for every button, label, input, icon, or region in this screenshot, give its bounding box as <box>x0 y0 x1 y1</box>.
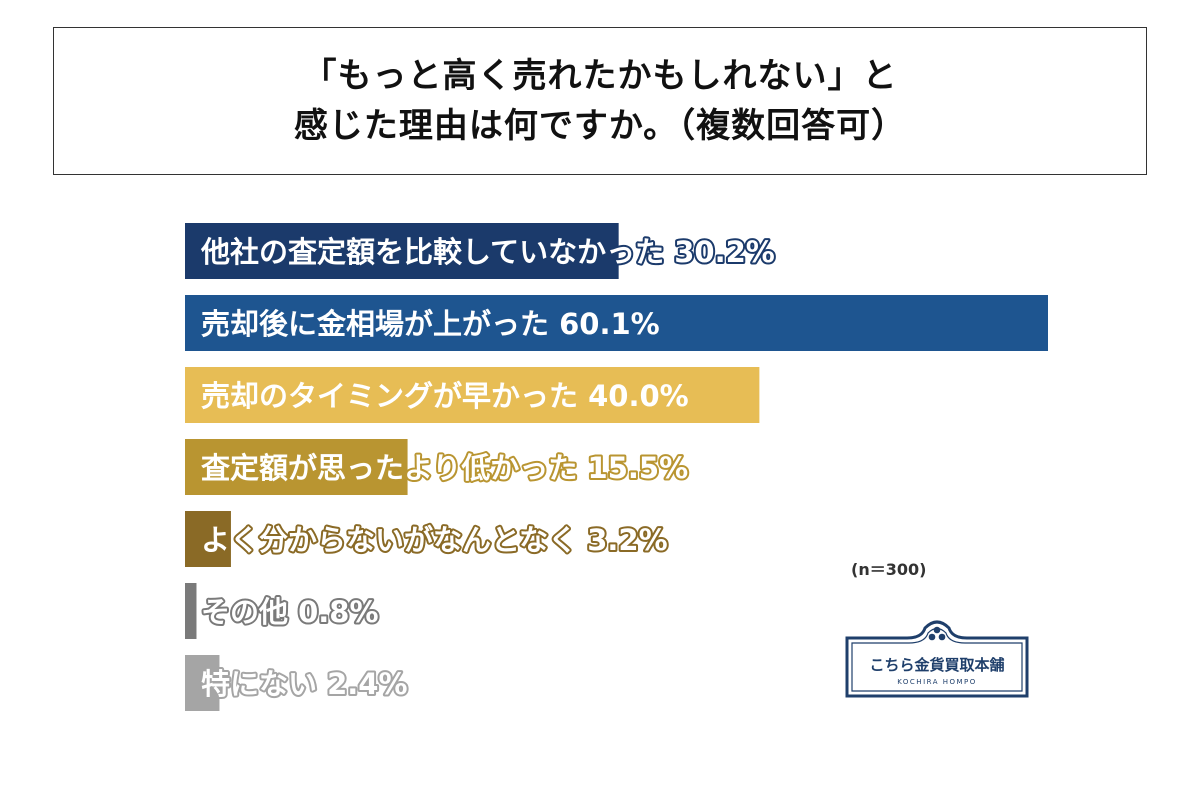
chart-title-line-2: 感じた理由は何ですか。（複数回答可） <box>293 106 907 146</box>
bar-label-4: 査定額が思ったより低かった 15.5% <box>201 451 688 485</box>
bar-4 <box>185 439 408 495</box>
bar-2 <box>185 295 1048 351</box>
sample-size-note: (n＝300) <box>851 560 927 579</box>
logo-coin-top-icon <box>933 626 941 634</box>
bar-5 <box>185 511 231 567</box>
bar-1 <box>185 223 619 279</box>
bar-label-1: 他社の査定額を比較していなかった 30.2% <box>200 235 775 269</box>
bar-7 <box>185 655 220 711</box>
bar-label-3: 売却のタイミングが早かった 40.0% <box>201 379 689 413</box>
bar-3 <box>185 367 760 423</box>
logo-name: こちら金貨買取本舗 <box>869 656 1004 674</box>
bar-label-2: 売却後に金相場が上がった 60.1% <box>201 307 660 341</box>
chart-title-box: 「もっと高く売れたかもしれない」と 感じた理由は何ですか。（複数回答可） <box>53 27 1147 175</box>
chart-title-line-1: 「もっと高く売れたかもしれない」と <box>302 56 898 96</box>
brand-logo: こちら金貨買取本舗 KOCHIRA HOMPO <box>845 620 1029 698</box>
logo-romaji: KOCHIRA HOMPO <box>897 678 977 686</box>
bar-label-6: その他 0.8% <box>201 595 379 629</box>
logo-coin-right-icon <box>938 633 946 641</box>
logo-badge-outline <box>845 620 1029 698</box>
logo-badge-inner <box>851 627 1023 692</box>
bar-label-7: 特にない 2.4% <box>201 667 408 701</box>
bar-6 <box>185 583 197 639</box>
bar-label-5: よく分からないがなんとなく 3.2% <box>201 523 668 557</box>
logo-coin-left-icon <box>928 633 936 641</box>
